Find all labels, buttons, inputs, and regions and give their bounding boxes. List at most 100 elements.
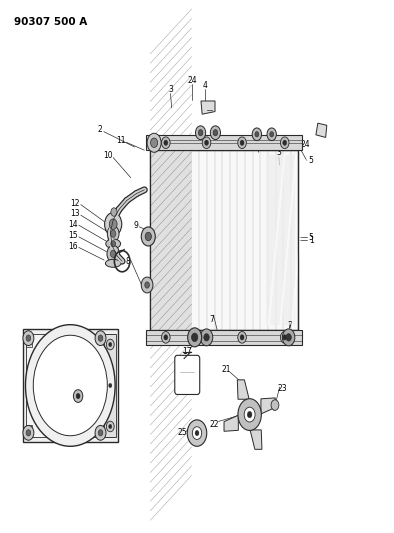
Circle shape <box>198 130 203 136</box>
Circle shape <box>244 407 255 422</box>
Circle shape <box>195 431 199 435</box>
Circle shape <box>141 227 155 246</box>
Circle shape <box>33 335 107 435</box>
Circle shape <box>23 331 34 345</box>
Circle shape <box>76 393 80 399</box>
Circle shape <box>26 430 31 436</box>
Circle shape <box>210 126 221 140</box>
Circle shape <box>200 329 213 346</box>
Circle shape <box>195 126 206 140</box>
Text: 2: 2 <box>97 125 102 133</box>
Ellipse shape <box>105 260 121 267</box>
Circle shape <box>247 411 252 418</box>
Polygon shape <box>237 380 249 399</box>
Circle shape <box>107 226 119 241</box>
Circle shape <box>111 208 117 216</box>
Circle shape <box>202 332 211 343</box>
Circle shape <box>281 332 289 343</box>
Text: 4: 4 <box>203 80 207 90</box>
Bar <box>150 150 298 330</box>
Polygon shape <box>316 123 327 138</box>
Text: 90307 500 A: 90307 500 A <box>14 17 87 27</box>
Text: 7: 7 <box>287 321 292 330</box>
Circle shape <box>141 277 153 293</box>
Bar <box>150 150 298 330</box>
Circle shape <box>98 430 103 436</box>
Circle shape <box>213 130 218 136</box>
Text: 20: 20 <box>102 409 112 418</box>
Circle shape <box>192 427 202 439</box>
Circle shape <box>145 232 151 241</box>
Circle shape <box>240 335 244 340</box>
Circle shape <box>204 335 208 340</box>
Circle shape <box>187 420 207 446</box>
Circle shape <box>255 132 259 137</box>
Circle shape <box>110 250 116 257</box>
Circle shape <box>26 325 115 446</box>
Circle shape <box>281 137 289 149</box>
Text: 9: 9 <box>133 221 138 230</box>
Text: 18: 18 <box>167 331 177 340</box>
Text: 23: 23 <box>278 384 288 393</box>
Bar <box>146 135 302 150</box>
Text: 8: 8 <box>125 257 130 266</box>
Text: 21: 21 <box>221 365 231 374</box>
Circle shape <box>95 331 106 345</box>
Text: 5: 5 <box>309 233 314 242</box>
Text: 11: 11 <box>116 136 126 145</box>
Text: 22: 22 <box>210 419 219 429</box>
Text: 3: 3 <box>277 148 281 157</box>
Circle shape <box>238 399 261 431</box>
Text: 24: 24 <box>187 76 197 85</box>
Circle shape <box>151 138 158 148</box>
Polygon shape <box>224 415 238 431</box>
Circle shape <box>204 334 209 341</box>
Text: 24: 24 <box>301 140 310 149</box>
Circle shape <box>202 137 211 149</box>
Bar <box>104 334 116 437</box>
Circle shape <box>95 425 106 440</box>
Circle shape <box>111 240 115 247</box>
Circle shape <box>147 133 161 152</box>
Text: 17: 17 <box>182 346 192 356</box>
Text: 10: 10 <box>103 151 113 160</box>
Circle shape <box>204 140 208 146</box>
Bar <box>22 329 118 442</box>
Circle shape <box>145 282 149 288</box>
Bar <box>266 156 296 325</box>
Text: 13: 13 <box>71 209 80 218</box>
Circle shape <box>106 339 114 350</box>
Circle shape <box>164 335 168 340</box>
Bar <box>146 330 302 345</box>
Text: 14: 14 <box>69 220 78 229</box>
Polygon shape <box>250 430 262 449</box>
Bar <box>26 337 32 347</box>
Text: 3: 3 <box>168 85 173 94</box>
Circle shape <box>109 383 112 387</box>
Circle shape <box>110 230 116 237</box>
Circle shape <box>26 335 31 341</box>
Polygon shape <box>201 101 215 114</box>
Circle shape <box>191 333 198 342</box>
Text: 4: 4 <box>256 136 261 146</box>
Text: 1: 1 <box>310 236 314 245</box>
Circle shape <box>106 421 114 432</box>
Text: 16: 16 <box>69 243 78 252</box>
Circle shape <box>162 137 170 149</box>
Circle shape <box>286 334 291 341</box>
Circle shape <box>109 342 112 346</box>
FancyBboxPatch shape <box>175 356 200 394</box>
Text: 7: 7 <box>209 315 214 324</box>
Ellipse shape <box>106 239 121 248</box>
Circle shape <box>109 219 117 230</box>
Text: 25: 25 <box>177 428 187 437</box>
Bar <box>26 334 114 437</box>
Circle shape <box>252 128 262 141</box>
Circle shape <box>240 140 244 146</box>
Circle shape <box>105 213 122 236</box>
Circle shape <box>271 400 279 410</box>
Circle shape <box>107 245 119 262</box>
Circle shape <box>73 390 83 402</box>
Circle shape <box>109 424 112 429</box>
Bar <box>26 370 32 380</box>
